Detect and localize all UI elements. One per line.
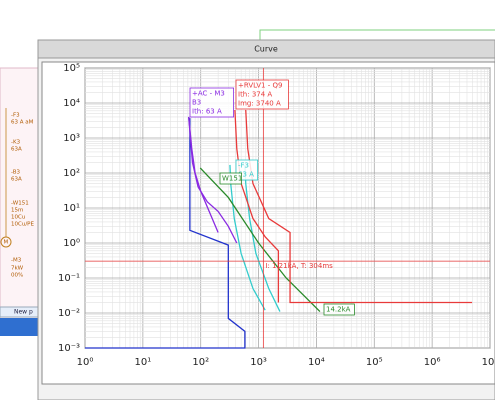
annotation-box [189, 87, 234, 118]
curve [85, 118, 246, 349]
schematic-label: -K3 [11, 140, 21, 146]
title-bar [37, 39, 495, 59]
annotation-text: Img: 3740 A [238, 100, 281, 108]
y-tick-label: 10³ [63, 133, 80, 144]
y-tick-label: 10¹ [63, 203, 80, 214]
x-tick-label: 10¹ [134, 357, 151, 368]
x-tick-label: 10³ [250, 357, 267, 368]
schematic-label: 63A [11, 147, 22, 153]
annotation-text: +RVLV1 - Q9 [238, 82, 282, 90]
x-tick-label: 10⁰ [77, 357, 94, 368]
y-tick-label: 10⁻¹ [58, 273, 80, 284]
curve [199, 167, 321, 313]
annotation-text: Ith: 374 A [238, 91, 272, 99]
y-tick-label: 10⁴ [63, 98, 80, 109]
schematic-label: 63 A aM [11, 120, 34, 126]
x-tick-label: 10² [192, 357, 209, 368]
curve [234, 109, 280, 303]
y-tick-label: 10⁻² [58, 308, 80, 319]
y-tick-label: 10² [63, 168, 80, 179]
x-tick-label: 10⁵ [366, 357, 383, 368]
schematic-label: 00% [11, 273, 23, 279]
schematic-label: 15m [11, 208, 23, 214]
curve [244, 164, 281, 312]
x-tick-label: 10⁶ [424, 357, 441, 368]
annotation-text: B3 [192, 99, 201, 107]
schematic-label: -B3 [11, 170, 21, 176]
tab-bar [0, 318, 38, 336]
curve [245, 109, 473, 304]
schematic-label: 63A [11, 177, 22, 183]
schematic-label: -F3 [11, 113, 20, 119]
y-tick-label: 10⁻³ [58, 343, 80, 354]
annotation-text: -F3 [238, 162, 249, 170]
schematic-label: 10Cu [11, 215, 25, 221]
curve [188, 116, 219, 233]
new-button-label[interactable]: New p [14, 309, 33, 316]
x-tick-label: 10⁷ [482, 357, 495, 368]
annotation-text: 14.2kA [326, 306, 351, 314]
schematic-label: 10Cu/PE [11, 222, 34, 228]
annotation-box [323, 303, 355, 316]
schematic-label: -W151 [11, 201, 29, 207]
annotation-text: 63 A [238, 171, 254, 179]
annotation-text: +AC - M3 [192, 90, 225, 98]
y-tick-label: 10⁵ [63, 63, 80, 74]
y-tick-label: 10⁰ [63, 238, 80, 249]
curve [188, 116, 238, 244]
crosshair-label: I: 1.21kA, T: 304ms [265, 262, 333, 270]
annotation-text: Ith: 63 A [192, 108, 222, 116]
schematic-label: M [4, 240, 9, 246]
annotation-box [235, 79, 289, 110]
schematic-label: 7kW [11, 266, 24, 272]
schematic-label: -M3 [11, 258, 22, 264]
annotation-text: W151 [222, 175, 242, 183]
annotation-box [219, 172, 243, 185]
window-title: Curve [254, 45, 278, 54]
x-tick-label: 10⁴ [308, 357, 325, 368]
